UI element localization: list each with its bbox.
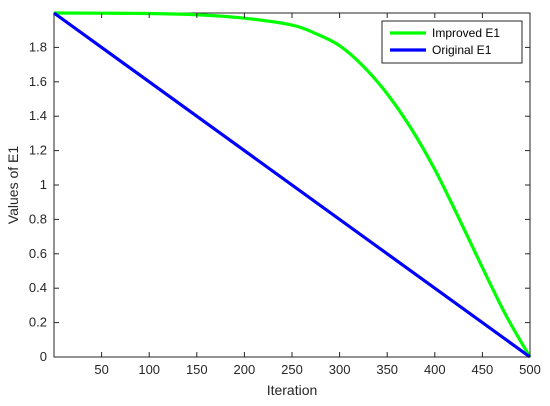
x-tick-label: 250 [281,362,303,377]
series-line-improved-e1 [53,11,532,358]
plot-area [53,11,532,359]
x-tick-label: 500 [519,362,541,377]
y-tick-label: 1.6 [29,74,47,89]
legend-box [381,20,523,64]
y-tick-label: 1.4 [29,108,47,123]
x-tick-label: 150 [186,362,208,377]
y-tick-label: 0.8 [29,211,47,226]
x-tick-label: 350 [376,362,398,377]
y-axis-label: Values of E1 [5,146,21,225]
legend-label: Original E1 [432,43,492,57]
x-tick-label: 100 [138,362,160,377]
legend: Improved E1 Original E1 [381,20,523,64]
y-tick-label: 0 [40,349,47,364]
y-tick-label: 0.4 [29,280,47,295]
legend-label: Improved E1 [432,26,500,40]
x-tick-label: 400 [424,362,446,377]
x-axis-ticks: 50 100 150 200 250 300 350 400 450 500 [94,13,541,377]
y-tick-label: 1.8 [29,39,47,54]
x-axis-label: Iteration [267,382,318,398]
y-tick-label: 1 [40,177,47,192]
x-tick-label: 50 [94,362,108,377]
y-tick-label: 1.2 [29,143,47,158]
series-line-original-e1 [53,11,531,359]
x-tick-label: 450 [472,362,494,377]
y-axis-ticks: 0 0.2 0.4 0.6 0.8 1 1.2 1.4 1.6 1.8 [29,39,530,364]
y-tick-label: 0.6 [29,246,47,261]
y-tick-label: 0.2 [29,315,47,330]
x-tick-label: 200 [234,362,256,377]
x-tick-label: 300 [329,362,351,377]
